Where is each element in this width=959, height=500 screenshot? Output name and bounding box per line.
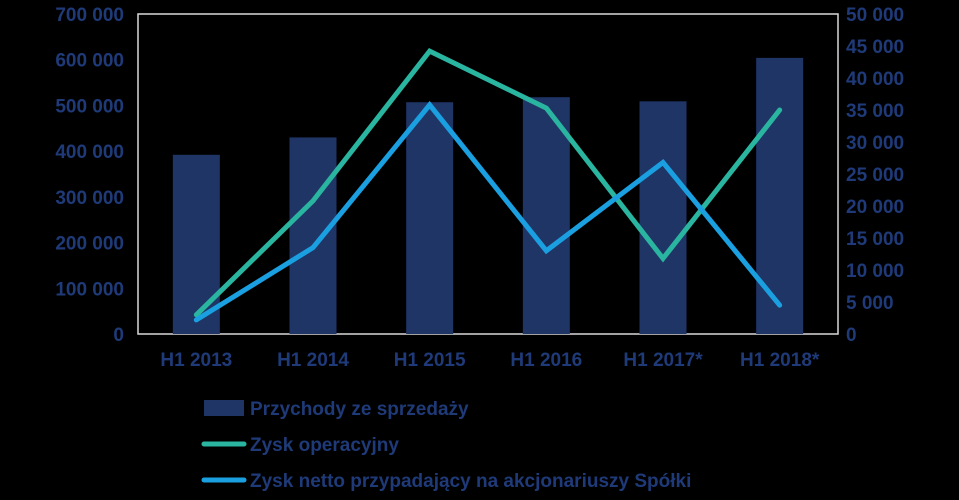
x-tick-label: H1 2015 <box>394 350 466 371</box>
right-tick-label: 25 000 <box>846 165 904 186</box>
right-axis-ticks: 0 5 000 10 000 15 000 20 000 25 000 30 000 35 0… <box>846 5 904 346</box>
legend-label: Zysk netto przypadający na akcjonariuszy… <box>250 471 691 492</box>
bar-series <box>172 57 804 335</box>
left-tick-label: 400 000 <box>55 142 124 163</box>
plot-frame <box>137 13 839 335</box>
line-series <box>193 47 783 323</box>
legend: Przychody ze sprzedaży Zysk operacyjny Zys… <box>201 399 691 492</box>
legend-label: Zysk operacyjny <box>250 435 399 456</box>
x-tick-label: H1 2016 <box>510 350 582 371</box>
left-tick-label: 100 000 <box>55 279 124 300</box>
right-tick-label: 20 000 <box>846 197 904 218</box>
right-tick-label: 35 000 <box>846 101 904 122</box>
left-tick-label: 600 000 <box>55 51 124 72</box>
left-tick-label: 0 <box>113 325 124 346</box>
x-axis-ticks: H1 2013 H1 2014 H1 2015 H1 2016 H1 2017* H1 2… <box>160 350 819 371</box>
x-tick-label: H1 2017* <box>623 350 703 371</box>
bar-h1-2017- <box>639 101 687 334</box>
x-tick-label: H1 2014 <box>277 350 349 371</box>
bar-h1-2016 <box>522 97 570 334</box>
legend-bar-swatch <box>204 400 244 416</box>
legend-label: Przychody ze sprzedaży <box>250 399 469 420</box>
x-tick-label: H1 2013 <box>160 350 232 371</box>
left-tick-label: 200 000 <box>55 234 124 255</box>
left-tick-label: 700 000 <box>55 5 124 26</box>
plot-border <box>137 13 839 335</box>
bar-h1-2018- <box>756 57 804 335</box>
bar-h1-2015 <box>406 102 454 334</box>
x-tick-label: H1 2018* <box>740 350 820 371</box>
left-tick-label: 500 000 <box>55 96 124 117</box>
right-tick-label: 45 000 <box>846 37 904 58</box>
left-axis-ticks: 0 100 000 200 000 300 000 400 000 500 000 600 … <box>55 5 124 346</box>
left-tick-label: 300 000 <box>55 188 124 209</box>
bar-h1-2014 <box>289 137 337 334</box>
right-tick-label: 15 000 <box>846 229 904 250</box>
right-tick-label: 30 000 <box>846 133 904 154</box>
line-zysk-operacyjny <box>193 47 783 318</box>
line-zysk-netto <box>193 100 783 323</box>
right-tick-label: 40 000 <box>846 69 904 90</box>
right-tick-label: 10 000 <box>846 261 904 282</box>
right-tick-label: 0 <box>846 325 857 346</box>
bar-h1-2013 <box>172 154 220 334</box>
right-tick-label: 5 000 <box>846 293 894 314</box>
right-tick-label: 50 000 <box>846 5 904 26</box>
